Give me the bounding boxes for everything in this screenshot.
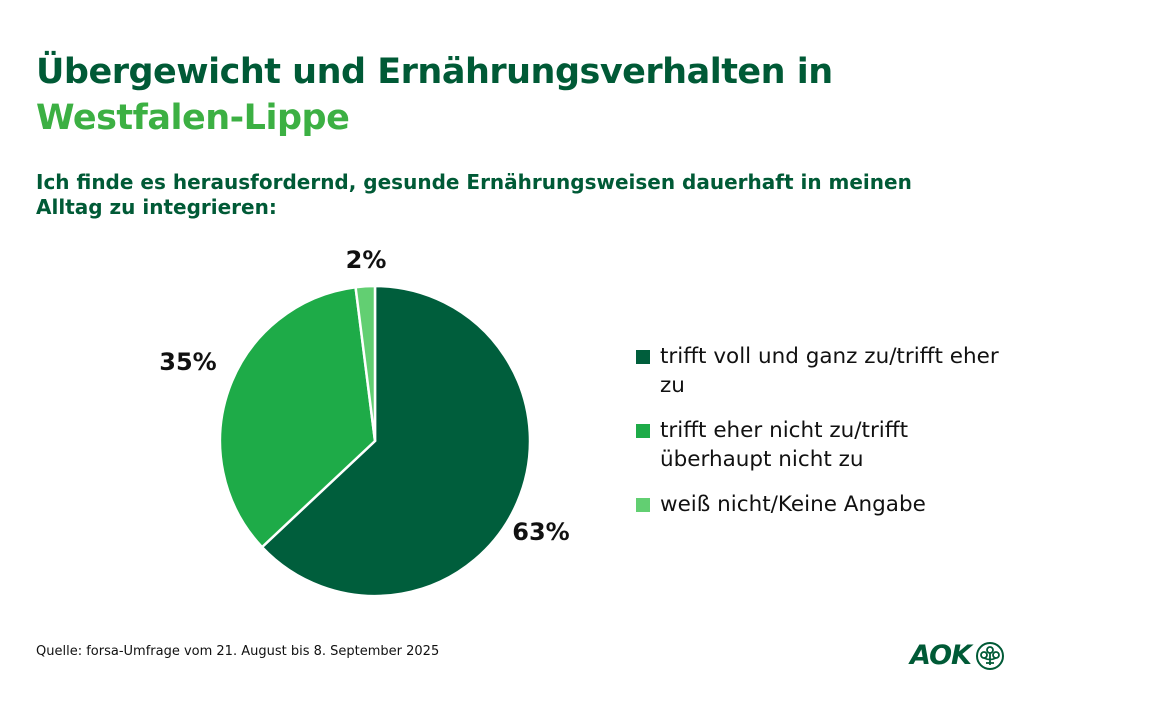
source-note: Quelle: forsa-Umfrage vom 21. August bis…: [36, 644, 440, 659]
legend-item: trifft voll und ganz zu/trifft eher zu: [636, 342, 1016, 400]
pie-slice: [260, 284, 532, 598]
pie-slice: [354, 284, 377, 442]
legend-label: trifft eher nicht zu/trifft überhaupt ni…: [660, 418, 909, 472]
chart-subtitle: Ich finde es herausfordernd, gesunde Ern…: [36, 170, 912, 219]
aok-tree-icon: [975, 641, 1004, 670]
title-line-2: Westfalen-Lippe: [36, 98, 350, 138]
legend-swatch: [636, 350, 650, 364]
aok-logo: AOK: [910, 640, 1005, 671]
title-line-1: Übergewicht und Ernährungsverhalten in: [36, 52, 833, 92]
logo-text: AOK: [910, 640, 972, 671]
data-label: 35%: [159, 348, 216, 376]
legend-label: weiß nicht/Keine Angabe: [660, 492, 926, 517]
legend-swatch: [636, 424, 650, 438]
pie-slice: [218, 285, 377, 549]
legend: trifft voll und ganz zu/trifft eher zu t…: [636, 342, 1016, 535]
legend-item: trifft eher nicht zu/trifft überhaupt ni…: [636, 416, 1016, 474]
legend-label: trifft voll und ganz zu/trifft eher zu: [660, 344, 999, 398]
legend-swatch: [636, 498, 650, 512]
data-label: 63%: [512, 518, 569, 546]
legend-item: weiß nicht/Keine Angabe: [636, 490, 1016, 519]
data-label: 2%: [346, 246, 387, 274]
